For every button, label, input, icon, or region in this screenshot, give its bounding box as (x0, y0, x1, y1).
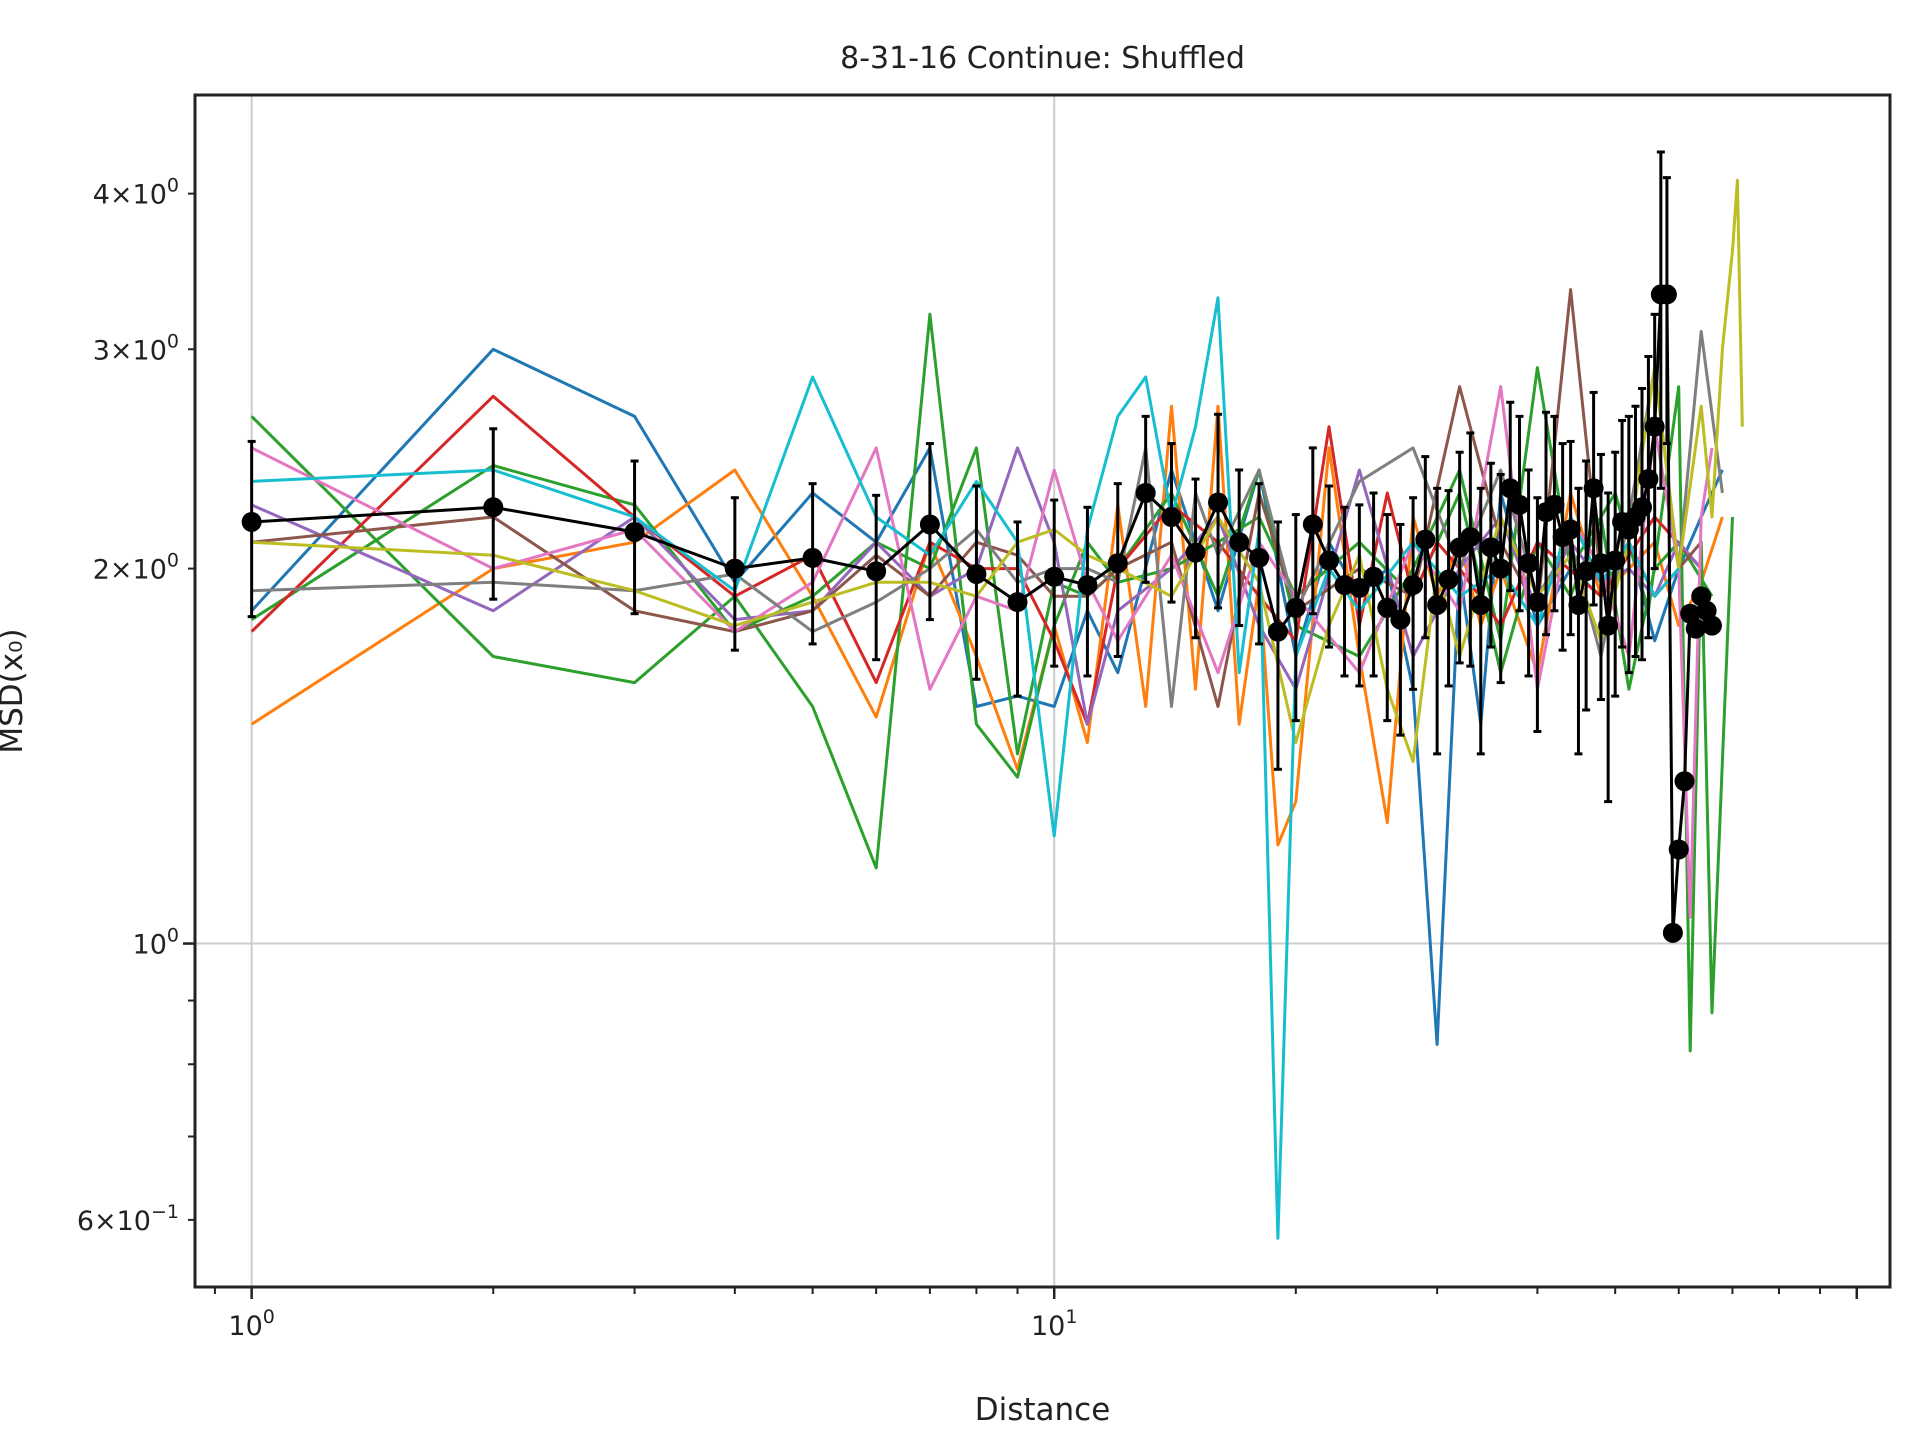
mean-point (1460, 527, 1481, 548)
mean-point (1576, 561, 1597, 582)
x-tick-label: 101 (1031, 1306, 1077, 1342)
mean-point (1107, 553, 1128, 574)
mean-point (1518, 553, 1539, 574)
y-tick-label: 3×100 (93, 330, 179, 366)
mean-point (1605, 550, 1626, 571)
mean-point (1583, 478, 1604, 499)
mean-point (1390, 609, 1411, 630)
mean-point (866, 561, 887, 582)
mean-point (1229, 532, 1250, 553)
series-line-2 (250, 404, 1724, 847)
mean-point (1377, 597, 1398, 618)
mean-point (1044, 566, 1065, 587)
mean-point (1685, 618, 1706, 639)
mean-point (1363, 566, 1384, 587)
y-tick-label: 4×100 (93, 175, 179, 211)
mean-point (1161, 507, 1182, 528)
mean-point (1438, 569, 1459, 590)
mean-point (1267, 621, 1288, 642)
mean-point (1662, 922, 1683, 943)
mean-point (966, 564, 987, 585)
mean-point (1349, 577, 1370, 598)
y-axis-label: MSD(x₀) (0, 628, 30, 753)
mean-point (1302, 514, 1323, 535)
mean-point (1334, 575, 1355, 596)
mean-point (1490, 558, 1511, 579)
mean-point (1208, 492, 1229, 513)
mean-point (1415, 529, 1436, 550)
mean-series-group (241, 150, 1722, 943)
plot-frame (193, 93, 1892, 1289)
mean-point (1656, 284, 1677, 305)
mean-point (802, 547, 823, 568)
mean-point (1701, 615, 1722, 636)
mean-point (1674, 771, 1695, 792)
mean-point (1638, 469, 1659, 490)
mean-point (1509, 494, 1530, 515)
mean-point (1560, 519, 1581, 540)
mean-point (1077, 575, 1098, 596)
mean-point (1249, 547, 1270, 568)
mean-point (1527, 592, 1548, 613)
mean-point (483, 497, 504, 518)
mean-point (1568, 594, 1589, 615)
grid-lines (195, 95, 1890, 1287)
mean-point (1470, 594, 1491, 615)
mean-point (1644, 416, 1665, 437)
axis-ticks: 100 101 6×10−1 100 2×100 3×100 4×100 (77, 175, 1859, 1342)
mean-point (1480, 537, 1501, 558)
x-axis-label: Distance (975, 1392, 1111, 1428)
mean-point (1319, 550, 1340, 571)
mean-point (1500, 478, 1521, 499)
mean-point (919, 514, 940, 535)
mean-point (724, 558, 745, 579)
mean-point (1403, 575, 1424, 596)
mean-point (1427, 594, 1448, 615)
mean-point (624, 521, 645, 542)
mean-point (1632, 497, 1653, 518)
mean-point (1598, 615, 1619, 636)
chart-title: 8-31-16 Continue: Shuffled (840, 41, 1245, 76)
x-tick-label: 100 (228, 1306, 274, 1342)
mean-point (1185, 542, 1206, 563)
mean-point (241, 511, 262, 532)
y-tick-label: 2×100 (93, 550, 179, 586)
mean-point (1007, 592, 1028, 613)
mean-point (1668, 839, 1689, 860)
y-tick-label: 6×10−1 (77, 1201, 179, 1237)
mean-point (1285, 597, 1306, 618)
mean-point (1135, 482, 1156, 503)
mean-point (1544, 494, 1565, 515)
y-tick-label: 100 (133, 925, 179, 961)
